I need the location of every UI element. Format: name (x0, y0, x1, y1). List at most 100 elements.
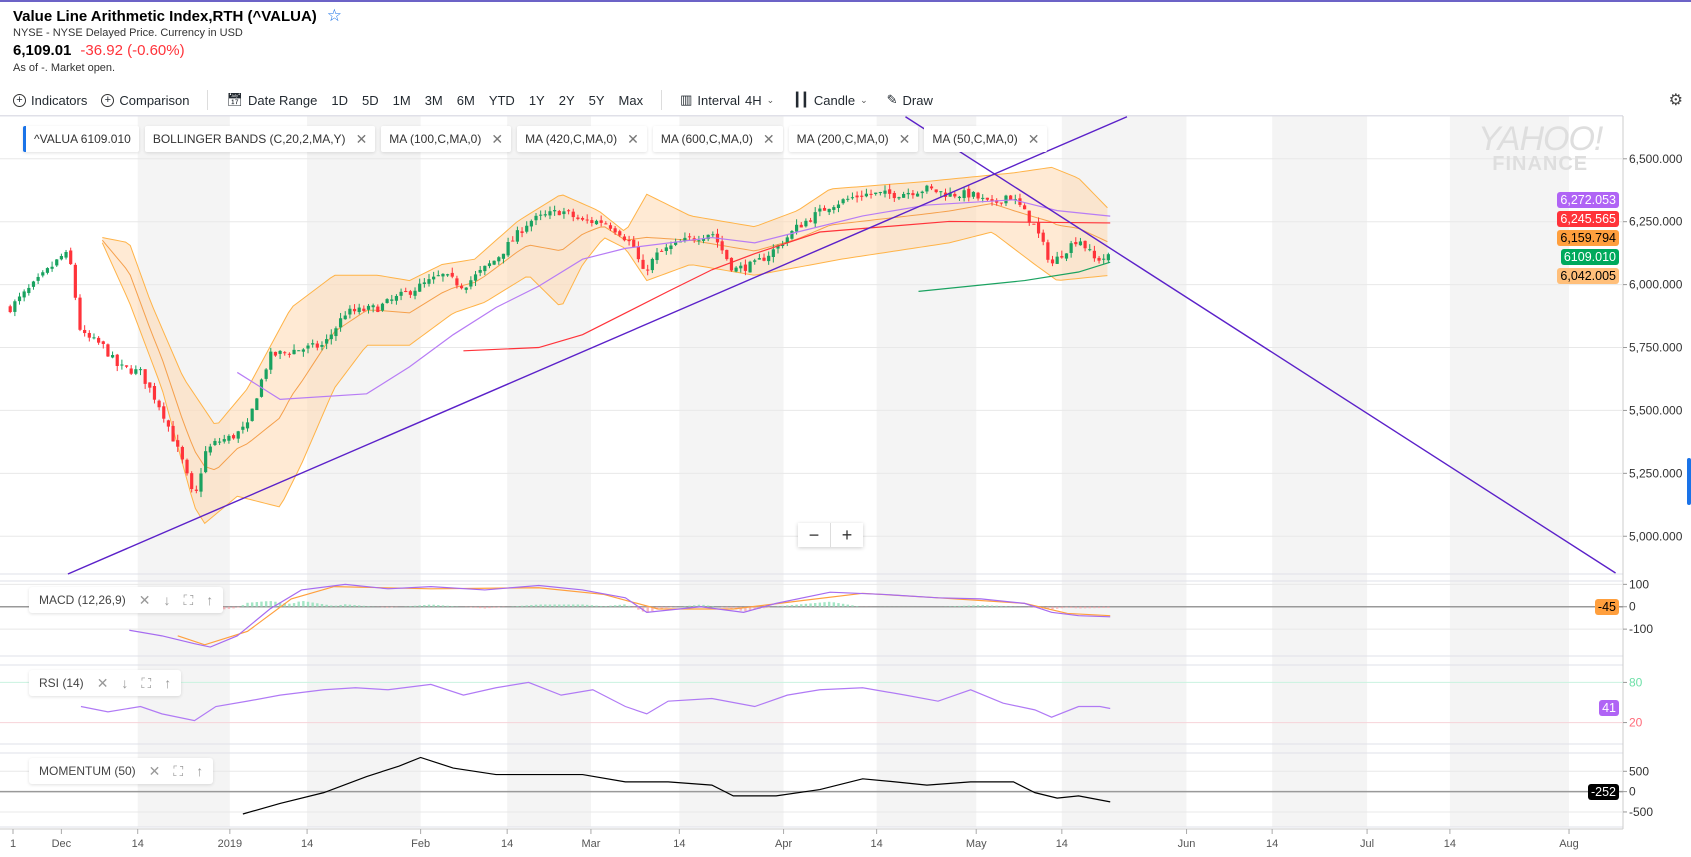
candle (97, 337, 101, 343)
ma50-tag[interactable]: MA (50,C,MA,0) ✕ (924, 126, 1048, 152)
close-icon[interactable]: ✕ (627, 130, 639, 147)
close-icon[interactable]: ✕ (762, 130, 775, 147)
range-ytd[interactable]: YTD (488, 92, 515, 108)
candle (152, 386, 157, 400)
macd-histogram-bar (795, 604, 798, 607)
close-icon[interactable]: ✕ (491, 130, 504, 147)
macd-histogram-bar (595, 605, 598, 607)
indicator-tags: ^VALUA 6109.010 BOLLINGER BANDS (C,20,2,… (23, 126, 1048, 152)
settings-gear-icon[interactable]: ⚙ (1668, 92, 1683, 109)
close-icon[interactable]: ✕ (355, 130, 368, 147)
arrow-up-icon[interactable]: ↑ (196, 763, 204, 779)
comparison-button[interactable]: + Comparison (101, 93, 189, 108)
comparison-label: Comparison (119, 92, 190, 108)
macd-histogram-bar (1032, 606, 1036, 608)
macd-histogram-bar (548, 604, 552, 607)
expand-icon[interactable]: ⛶ (183, 591, 194, 608)
scrollbar[interactable] (1687, 458, 1691, 505)
macd-histogram-bar (237, 606, 240, 608)
candle (1041, 232, 1045, 242)
range-5y[interactable]: 5Y (588, 92, 605, 108)
chart-type-label: Candle (813, 92, 856, 108)
range-1y[interactable]: 1Y (528, 92, 545, 108)
candle (501, 253, 506, 259)
candle (297, 350, 301, 352)
range-2y[interactable]: 2Y (558, 92, 575, 108)
candle (734, 267, 738, 272)
candle (753, 260, 757, 262)
chart-type-dropdown[interactable]: ┃┃ Candle ⌄ (793, 92, 867, 108)
candle (804, 220, 808, 227)
macd-histogram-bar (846, 604, 849, 607)
tag-label: ^VALUA 6109.010 (34, 132, 131, 146)
ma100-tag[interactable]: MA (100,C,MA,0) ✕ (381, 126, 512, 152)
candle (874, 192, 878, 195)
macd-histogram-bar (567, 604, 570, 607)
macd-value-badge: -45 (1594, 599, 1619, 615)
ma200-tag[interactable]: MA (200,C,MA,0) ✕ (788, 126, 919, 152)
x-tick-label: 14 (132, 838, 144, 850)
range-max[interactable]: Max (618, 92, 644, 108)
close-icon[interactable]: ✕ (1027, 130, 1040, 147)
candle (59, 256, 63, 260)
candle (576, 217, 580, 219)
macd-histogram-bar (739, 606, 742, 611)
close-icon[interactable]: ✕ (148, 762, 161, 779)
expand-icon[interactable]: ⛶ (141, 674, 152, 691)
range-1d[interactable]: 1D (331, 92, 348, 108)
range-5d[interactable]: 5D (362, 92, 379, 108)
macd-histogram-bar (306, 601, 310, 607)
macd-histogram-bar (367, 606, 370, 607)
range-6m[interactable]: 6M (456, 92, 475, 108)
chart-toolbar: + Indicators + Comparison 📅︎ Date Range 1D … (13, 90, 1683, 110)
macd-histogram-bar (1088, 606, 1091, 609)
ma600-tag[interactable]: MA (600,C,MA,0) ✕ (652, 126, 783, 152)
range-1m[interactable]: 1M (392, 92, 411, 108)
candle (50, 266, 54, 269)
arrow-up-icon[interactable]: ↑ (164, 675, 172, 691)
macd-histogram-bar (390, 606, 393, 608)
candle (134, 369, 138, 374)
candle (418, 283, 422, 292)
watermark-line: YAHOO! (1478, 120, 1603, 158)
x-tick-label: 14 (501, 838, 513, 850)
candle (557, 211, 561, 216)
date-range-button[interactable]: 📅︎ Date Range (226, 92, 317, 108)
macd-histogram-bar (320, 604, 324, 607)
tag-label: MA (200,C,MA,0) (796, 132, 889, 146)
arrow-down-icon[interactable]: ↓ (163, 592, 171, 608)
candle (180, 446, 184, 460)
macd-histogram-bar (1000, 605, 1003, 607)
macd-histogram-bar (1051, 606, 1054, 610)
close-icon[interactable]: ✕ (96, 674, 109, 691)
range-3m[interactable]: 3M (424, 92, 443, 108)
symbol-tag[interactable]: ^VALUA 6109.010 (23, 126, 139, 152)
ma420-tag[interactable]: MA (420,C,MA,0) ✕ (517, 126, 647, 152)
candle (646, 269, 650, 271)
close-icon[interactable]: ✕ (898, 130, 911, 147)
rsi-panel-tag: RSI (14) ✕ ↓ ⛶ ↑ (29, 670, 182, 696)
macd-histogram-bar (292, 603, 296, 607)
macd-histogram-bar (725, 606, 728, 608)
candle (869, 193, 873, 195)
zoom-in-button[interactable]: + (830, 523, 863, 547)
arrow-up-icon[interactable]: ↑ (206, 592, 214, 608)
draw-button[interactable]: ✎ Draw (887, 92, 933, 108)
candle (911, 193, 915, 196)
macd-histogram-bar (260, 601, 263, 607)
macd-histogram-bar (720, 606, 724, 608)
ma50-line (236, 199, 1111, 400)
candle (231, 435, 236, 439)
zoom-out-button[interactable]: − (808, 524, 820, 545)
close-icon[interactable]: ✕ (138, 591, 151, 608)
candle (394, 295, 399, 301)
indicators-button[interactable]: + Indicators (13, 93, 87, 108)
star-icon[interactable]: ☆ (326, 6, 343, 25)
bollinger-tag[interactable]: BOLLINGER BANDS (C,20,2,MA,Y) ✕ (144, 126, 376, 152)
candle (729, 257, 734, 271)
candle (674, 241, 678, 245)
interval-dropdown[interactable]: ▥ Interval 4H ⌄ (680, 92, 774, 108)
arrow-down-icon[interactable]: ↓ (121, 675, 129, 691)
expand-icon[interactable]: ⛶ (173, 762, 184, 779)
